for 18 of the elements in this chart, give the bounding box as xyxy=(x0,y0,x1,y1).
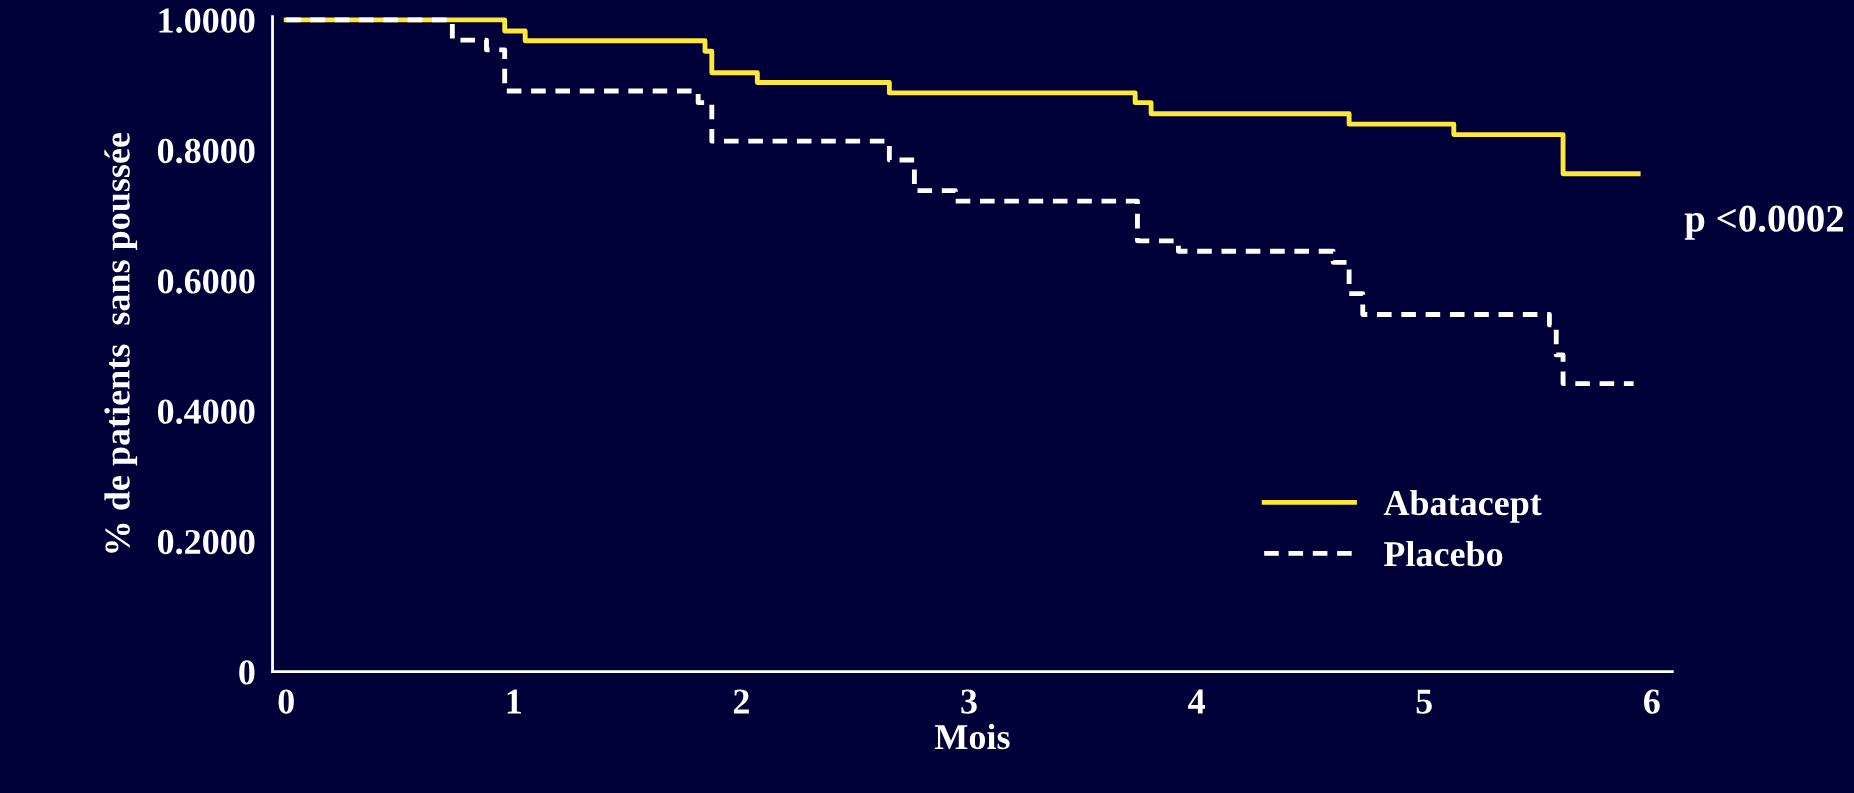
y-tick-label: 0.6000 xyxy=(157,269,255,294)
text: p <0.0002 xyxy=(1684,205,1844,240)
x-tick-label: 3 xyxy=(961,689,977,714)
x-tick-label: 4 xyxy=(1188,689,1205,714)
x-tick-label: 6 xyxy=(1644,689,1660,714)
x-axis-title: Mois xyxy=(934,723,1010,750)
legend-label: Placebo xyxy=(1383,540,1503,567)
legend-label: Abatacept xyxy=(1383,489,1542,523)
y-tick-label: 0 xyxy=(239,660,255,685)
y-tick-label: 0.4000 xyxy=(157,399,255,425)
x-tick-label: 5 xyxy=(1416,689,1432,714)
x-tick-label: 1 xyxy=(507,689,521,714)
x-tick-label: 2 xyxy=(733,689,749,714)
x-tick-label: 0 xyxy=(278,689,294,714)
y-axis-title: % de patients sans poussée xyxy=(104,132,138,553)
y-tick-label: 0.2000 xyxy=(157,529,255,555)
y-tick-label: 1.0000 xyxy=(159,8,255,33)
y-tick-label: 0.8000 xyxy=(157,138,255,164)
